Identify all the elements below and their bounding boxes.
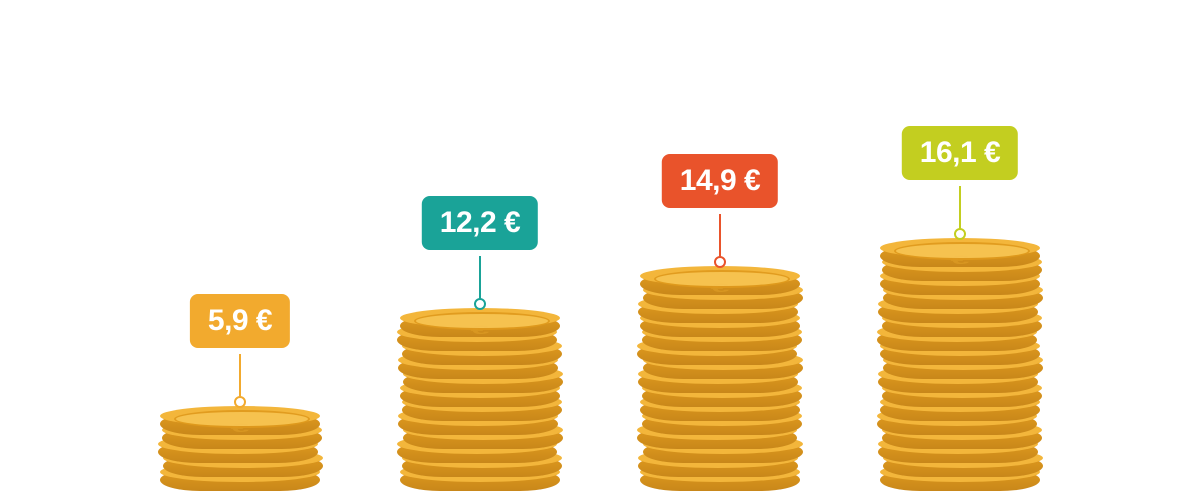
- chart-column: €5,9 €: [150, 421, 330, 491]
- value-badge: 5,9 €: [190, 294, 290, 348]
- coin-icon: €: [640, 273, 800, 295]
- euro-icon: €: [951, 254, 970, 268]
- chart-column: €16,1 €: [870, 253, 1050, 491]
- euro-icon: €: [231, 422, 250, 436]
- connector-ring-icon: [714, 256, 726, 268]
- connector-ring-icon: [954, 228, 966, 240]
- coin-stack: €: [880, 253, 1040, 491]
- connector-line: [959, 186, 961, 232]
- connector-ring-icon: [474, 298, 486, 310]
- chart-column: €14,9 €: [630, 281, 810, 491]
- connector-line: [239, 354, 241, 400]
- euro-icon: €: [711, 282, 730, 296]
- value-badge: 16,1 €: [902, 126, 1018, 180]
- value-badge: 12,2 €: [422, 196, 538, 250]
- value-badge: 14,9 €: [662, 154, 778, 208]
- coin-stack: €: [640, 281, 800, 491]
- chart-column: €12,2 €: [390, 323, 570, 491]
- coin-stack: €: [400, 323, 560, 491]
- coin-icon: €: [880, 245, 1040, 267]
- coin-stack: €: [160, 421, 320, 491]
- coin-icon: €: [400, 315, 560, 337]
- coin-icon: €: [160, 413, 320, 435]
- connector-ring-icon: [234, 396, 246, 408]
- coin-stack-chart: €5,9 €€12,2 €€14,9 €€16,1 €: [0, 0, 1200, 501]
- connector-line: [479, 256, 481, 302]
- euro-icon: €: [471, 324, 490, 338]
- connector-line: [719, 214, 721, 260]
